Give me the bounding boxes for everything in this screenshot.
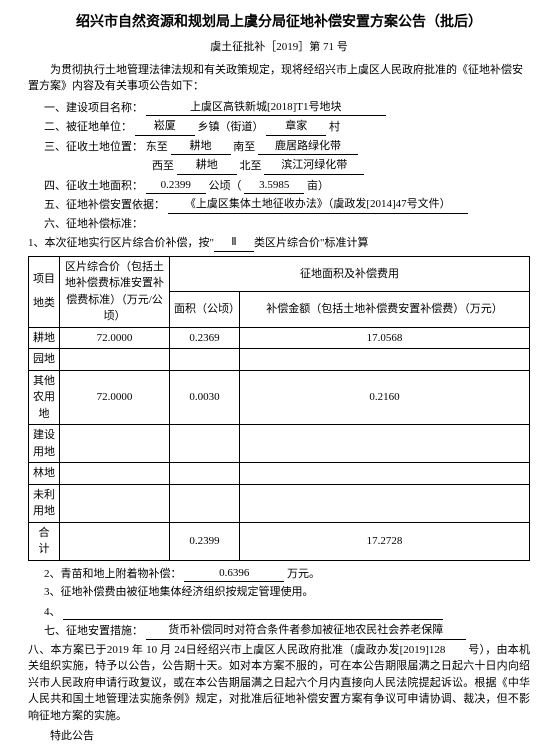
s2-town: 崧厦	[135, 118, 195, 136]
s4-label: 四、征收土地面积：	[44, 180, 143, 192]
s7-label: 七、征地安置措施：	[44, 625, 143, 637]
p4-label: 4、	[44, 606, 61, 618]
table-row: 其他农用地72.00000.00300.2160	[29, 370, 530, 425]
p1-class: Ⅱ	[214, 234, 254, 252]
s4-mu-u: 亩）	[307, 180, 329, 192]
th-c1: 项目 地类	[29, 256, 60, 327]
s2-village: 章家	[266, 118, 326, 136]
section-8: 八、本方案已于2019 年 10 月 24日经绍兴市上虞区人民政府批准（虞政办发…	[28, 642, 530, 725]
s5-label: 五、征地补偿安置依据：	[44, 199, 165, 211]
s2-label: 二、被征地单位：	[44, 121, 132, 133]
section-6: 六、征地补偿标准：	[44, 216, 530, 233]
s2-town-suf: 乡镇（街道）	[198, 121, 264, 133]
s3-n: 北至	[240, 160, 262, 172]
s3-n-v: 滨江河绿化带	[264, 157, 364, 175]
p1-suf: 类区片综合价"标准计算	[254, 237, 369, 249]
s3-s-v: 鹿居路绿化带	[258, 138, 358, 156]
intro-paragraph: 为贯彻执行土地管理法律法规和有关政策规定，现将经绍兴市上虞区人民政府批准的《征地…	[28, 62, 530, 95]
para-2: 2、青苗和地上附着物补偿： 0.6396 万元。	[44, 565, 530, 583]
s3-w-v: 耕地	[177, 157, 237, 175]
s3-e: 东至	[146, 141, 168, 153]
section-4: 四、征收土地面积： 0.2399 公顷（ 3.5985 亩）	[44, 177, 530, 195]
th-c3a: 面积（公顷）	[170, 292, 240, 328]
s1-value: 上虞区高铁新城[2018]T1号地块	[146, 99, 386, 117]
s3-label: 三、征收土地位置：	[44, 141, 143, 153]
s3-s: 南至	[233, 141, 255, 153]
para-4: 4、	[44, 603, 530, 621]
s1-label: 一、建设项目名称：	[44, 102, 143, 114]
section-2: 二、被征地单位： 崧厦 乡镇（街道） 章家 村	[44, 118, 530, 136]
s3-e-v: 耕地	[171, 138, 231, 156]
section-5: 五、征地补偿安置依据： 《上虞区集体土地征收办法》（虞政发[2014]47号文件…	[44, 196, 530, 214]
th-c2: 区片综合价（包括土地补偿费标准安置补偿费标准）（万元/公顷）	[60, 256, 170, 327]
s5-value: 《上虞区集体土地征收办法》（虞政发[2014]47号文件）	[168, 196, 468, 214]
s4-mu: 3.5985	[244, 177, 304, 195]
document-number: 虞土征批补［2019］第 71 号	[28, 39, 530, 56]
table-row: 耕地72.00000.236917.0568	[29, 327, 530, 349]
compensation-table: 项目 地类 区片综合价（包括土地补偿费标准安置补偿费标准）（万元/公顷） 征地面…	[28, 256, 530, 561]
table-row: 未利用地	[29, 484, 530, 522]
table-row: 林地	[29, 463, 530, 485]
p2-value: 0.6396	[184, 565, 284, 583]
para-1: 1、本次征地实行区片综合价补偿，按"Ⅱ类区片综合价"标准计算	[28, 234, 530, 252]
table-row: 建设用地	[29, 425, 530, 463]
closing: 特此公告	[28, 728, 530, 745]
th-c3b: 补偿金额（包括土地补偿费安置补偿费）（万元）	[240, 292, 530, 328]
p4-blank	[63, 603, 443, 621]
p2-pre: 2、青苗和地上附着物补偿：	[44, 568, 182, 580]
table-row: 园地	[29, 349, 530, 371]
document-title: 绍兴市自然资源和规划局上虞分局征地补偿安置方案公告（批后）	[28, 12, 530, 33]
s2-village-suf: 村	[329, 121, 340, 133]
section-3-row2: 西至 耕地 北至 滨江河绿化带	[152, 157, 530, 175]
p1-pre: 1、本次征地实行区片综合价补偿，按"	[28, 237, 214, 249]
para-3: 3、征地补偿费由被征地集体经济组织按规定管理使用。	[44, 584, 530, 601]
s3-w: 西至	[152, 160, 174, 172]
s4-ha-u: 公顷（	[209, 180, 242, 192]
table-total-row: 合 计0.239917.2728	[29, 522, 530, 560]
s4-ha: 0.2399	[146, 177, 206, 195]
p2-suf: 万元。	[287, 568, 320, 580]
section-3-row1: 三、征收土地位置： 东至 耕地 南至 鹿居路绿化带	[44, 138, 530, 156]
th-c3: 征地面积及补偿费用	[170, 256, 530, 292]
section-1: 一、建设项目名称： 上虞区高铁新城[2018]T1号地块	[44, 99, 530, 117]
